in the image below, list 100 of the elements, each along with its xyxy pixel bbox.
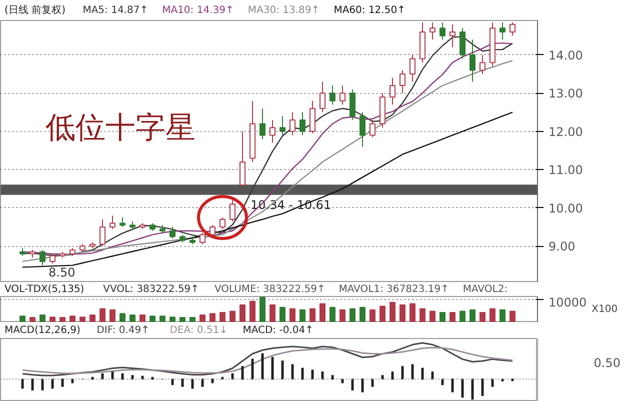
bar (450, 312, 456, 322)
chart-title: MACD(12,26,9) (4, 325, 81, 336)
series-label: VVOL: 383222.59↑ (103, 284, 200, 295)
candlestick (410, 54, 416, 82)
bar (110, 309, 116, 322)
candlestick (480, 54, 486, 75)
y-tick-label: 14.00 (548, 48, 583, 62)
text: MAVOL1: 367823.19↑ (338, 284, 450, 295)
candlestick (450, 24, 456, 48)
candlestick (290, 112, 296, 136)
text: MA10: 14.39↑ (162, 5, 234, 16)
text: MACD: -0.04↑ (242, 325, 314, 336)
y-axis-title: X100 (592, 304, 618, 315)
bar (220, 312, 226, 322)
candlestick (50, 253, 56, 264)
bar (490, 308, 496, 322)
annotation: 8.50 (48, 265, 76, 280)
bar (500, 309, 506, 322)
bar (30, 317, 36, 322)
bar (270, 304, 276, 322)
bar (180, 317, 186, 322)
chart-title: VOL-TDX(5,135) (4, 284, 84, 295)
candlestick (110, 215, 116, 230)
candlestick (320, 81, 326, 113)
bar (170, 316, 176, 322)
bar (290, 308, 296, 322)
bar (460, 310, 466, 322)
bar (160, 316, 166, 322)
candlestick (430, 22, 436, 40)
candlestick (120, 216, 126, 228)
y-tick-label: 10000 (548, 296, 587, 310)
bar (190, 317, 196, 322)
candlestick (230, 200, 236, 222)
candlestick (370, 119, 376, 138)
bar (90, 314, 96, 322)
candlestick (270, 119, 276, 144)
candlestick (300, 112, 306, 136)
bar (390, 302, 396, 322)
bar (60, 317, 66, 322)
candlestick (390, 77, 396, 106)
text: MA5: 14.87↑ (82, 5, 148, 16)
line-series (22, 112, 514, 268)
bar (370, 309, 376, 322)
bar (140, 314, 146, 322)
bar (330, 306, 336, 322)
bar (410, 303, 416, 322)
candlestick (200, 232, 206, 245)
bar (100, 308, 106, 322)
bar (80, 316, 86, 322)
bar (480, 312, 486, 322)
candlestick (400, 70, 406, 94)
bar (470, 309, 476, 322)
candlestick (510, 22, 516, 36)
candlestick (330, 85, 336, 106)
bar (50, 316, 56, 322)
bar (510, 310, 516, 322)
bar (320, 303, 326, 322)
y-tick-label: 10.00 (548, 201, 583, 216)
bar (150, 316, 156, 322)
bar (210, 313, 216, 322)
bar (120, 313, 126, 322)
bar (420, 308, 426, 322)
bar (310, 308, 316, 322)
bar (20, 316, 26, 322)
candlestick (460, 28, 466, 60)
candlestick (470, 39, 476, 82)
bar (380, 306, 386, 322)
text: MA60: 12.50↑ (334, 5, 406, 16)
text: MA30: 13.89↑ (248, 5, 320, 16)
candlestick (340, 85, 346, 106)
bar (360, 306, 366, 322)
bar (230, 310, 236, 322)
candlestick (220, 216, 226, 230)
bar (430, 310, 436, 322)
y-tick-label: 12.00 (548, 124, 583, 139)
text: DIF: 0.49↑ (96, 325, 150, 336)
candlestick (240, 130, 246, 186)
candlestick (40, 249, 46, 266)
bar (40, 314, 46, 322)
chart-title: (日线 前复权) (4, 4, 66, 16)
candlestick (360, 112, 366, 148)
annotation: 低位十字星 (46, 110, 196, 146)
y-tick-label: 13.00 (548, 86, 583, 101)
bar (300, 309, 306, 322)
candlestick (280, 116, 286, 136)
text: VOLUME: 383222.59↑ (214, 284, 326, 295)
candlestick (260, 108, 266, 140)
bar (260, 296, 266, 322)
y-tick-label: 9.00 (548, 240, 576, 254)
candlestick (170, 226, 176, 240)
bar (440, 312, 446, 322)
bar (340, 309, 346, 322)
candlestick (350, 88, 356, 120)
bar (130, 314, 136, 322)
candlestick (500, 22, 506, 40)
bar (240, 304, 246, 322)
candlestick (440, 22, 446, 40)
candlestick (310, 100, 316, 134)
bar (280, 306, 286, 322)
bar (250, 300, 256, 322)
